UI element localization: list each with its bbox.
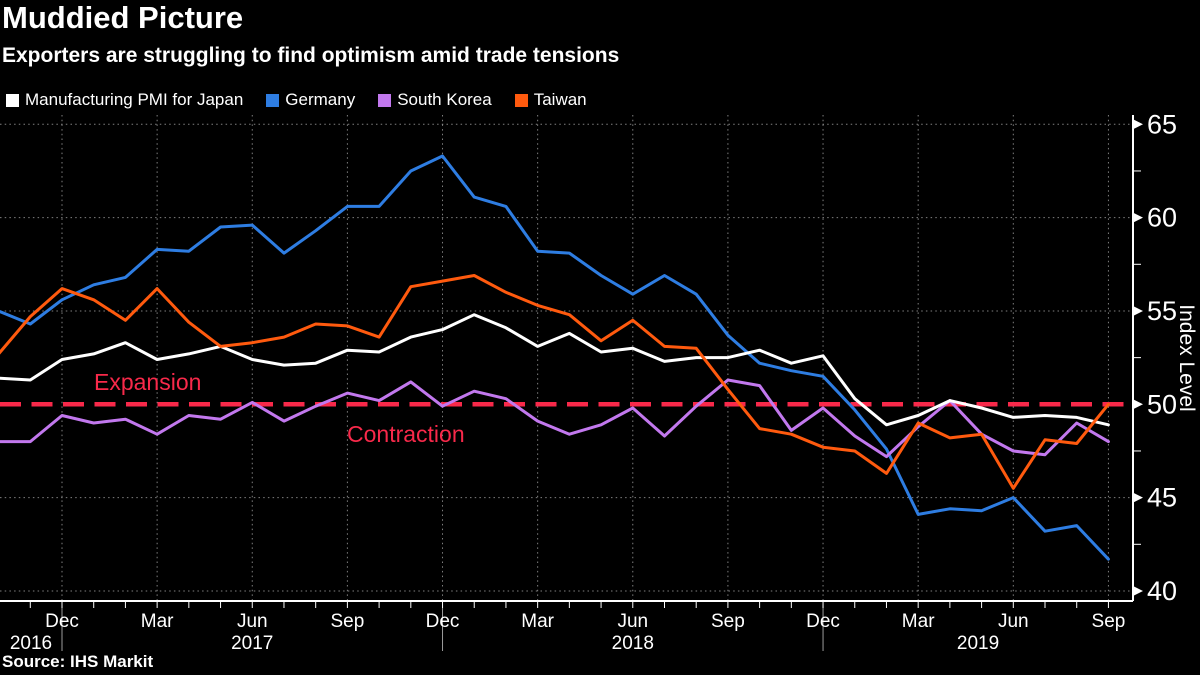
x-tick-label: Dec (45, 611, 79, 632)
series-line-taiwan (0, 274, 1110, 490)
legend-swatch-icon (514, 93, 528, 107)
y-tick-arrow-icon (1133, 305, 1143, 316)
legend-item: Taiwan (514, 90, 587, 110)
contraction-label: Contraction (347, 421, 465, 447)
y-tick-label: 45 (1147, 483, 1177, 513)
x-year-label: 2018 (612, 633, 654, 654)
y-tick-arrow-icon (1133, 492, 1143, 503)
x-tick-label: Mar (521, 611, 554, 632)
y-tick-arrow-icon (1133, 212, 1143, 223)
series-line-manufacturing-pmi-for-japan (0, 313, 1110, 427)
y-tick-label: 55 (1147, 296, 1177, 326)
legend-label: Manufacturing PMI for Japan (25, 90, 244, 109)
legend-label: Germany (285, 90, 356, 109)
x-tick-label: Sep (711, 611, 745, 632)
legend-item: Manufacturing PMI for Japan (6, 90, 243, 110)
x-tick-label: Dec (806, 611, 840, 632)
legend-swatch-icon (6, 93, 19, 107)
legend: Manufacturing PMI for Japan Germany South … (6, 90, 610, 110)
legend-item: South Korea (378, 90, 492, 110)
y-tick-arrow-icon (1133, 585, 1143, 596)
x-tick-label: Jun (617, 611, 648, 632)
x-tick-label: Mar (141, 611, 174, 632)
x-tick-label: Jun (237, 611, 268, 632)
chart-title: Muddied Picture (2, 0, 244, 35)
series-line-south-korea (0, 378, 1110, 459)
legend-swatch-icon (266, 93, 280, 107)
x-tick-label: Dec (426, 611, 460, 632)
x-year-label: 2016 (10, 633, 52, 654)
legend-label: Taiwan (533, 90, 587, 109)
legend-item: Germany (266, 90, 355, 110)
chart-subtitle: Exporters are struggling to find optimis… (2, 44, 620, 67)
x-tick-label: Sep (1092, 611, 1126, 632)
y-tick-arrow-icon (1133, 119, 1143, 130)
y-tick-label: 65 (1147, 109, 1177, 139)
x-year-label: 2017 (231, 633, 273, 654)
source-credit: Source: IHS Markit (2, 652, 154, 671)
series-line-germany (0, 154, 1110, 561)
y-tick-label: 60 (1147, 203, 1177, 233)
expansion-label: Expansion (94, 369, 202, 395)
x-year-label: 2019 (957, 633, 999, 654)
y-tick-arrow-icon (1133, 399, 1143, 410)
x-tick-label: Jun (998, 611, 1029, 632)
y-tick-label: 40 (1147, 576, 1177, 606)
y-tick-label: 50 (1147, 389, 1177, 419)
x-tick-label: Sep (330, 611, 364, 632)
y-axis-title: Index Level (1175, 304, 1198, 411)
x-tick-label: Mar (902, 611, 935, 632)
legend-swatch-icon (378, 93, 392, 107)
legend-label: South Korea (397, 90, 492, 109)
